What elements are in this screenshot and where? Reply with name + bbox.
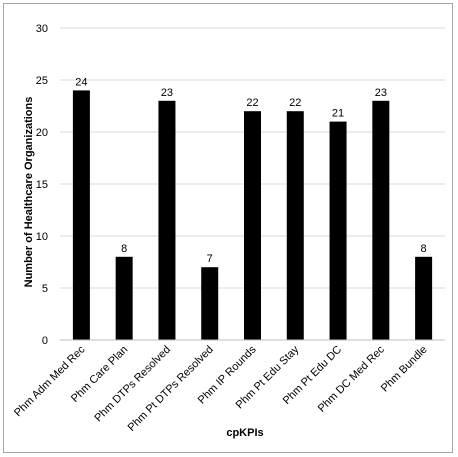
x-tick-label: Phm DTPs Resolved: [92, 344, 173, 425]
data-label: 23: [375, 87, 387, 99]
data-label: 24: [75, 76, 87, 88]
bar: [372, 100, 390, 340]
x-axis-title: cpKPIs: [226, 427, 263, 439]
x-tick-label: Phm Adm Med Rec: [12, 343, 88, 419]
y-tick-label: 0: [42, 335, 48, 347]
data-labels: 24 8 23 7 22 22 21 23 8: [75, 76, 426, 265]
data-label: 7: [207, 253, 213, 265]
y-tick-label: 25: [36, 75, 48, 87]
x-tick-label: Phm Bundle: [379, 344, 430, 395]
y-tick-label: 20: [36, 127, 48, 139]
bar: [201, 267, 219, 340]
y-axis-title: Number of Healthcare Organizations: [23, 97, 35, 288]
bar: [158, 100, 176, 340]
data-label: 8: [121, 243, 127, 255]
data-label: 22: [289, 97, 301, 109]
bars: [72, 90, 433, 341]
data-label: 23: [161, 87, 173, 99]
bar: [244, 111, 261, 340]
bar: [415, 256, 433, 340]
bar: [72, 90, 90, 341]
bar: [329, 121, 347, 340]
bar: [286, 111, 304, 340]
y-tick-label: 5: [42, 283, 48, 295]
y-tick-label: 30: [36, 23, 48, 35]
y-tick-label: 10: [36, 231, 48, 243]
y-axis-ticks: 0 5 10 15 20 25 30: [36, 23, 48, 347]
data-label: 21: [332, 108, 344, 120]
y-tick-label: 15: [36, 179, 48, 191]
bar: [115, 256, 133, 340]
x-tick-label: Phm Pt DTPs Resolved: [126, 344, 216, 434]
data-label: 8: [421, 243, 427, 255]
data-label: 22: [246, 97, 258, 109]
